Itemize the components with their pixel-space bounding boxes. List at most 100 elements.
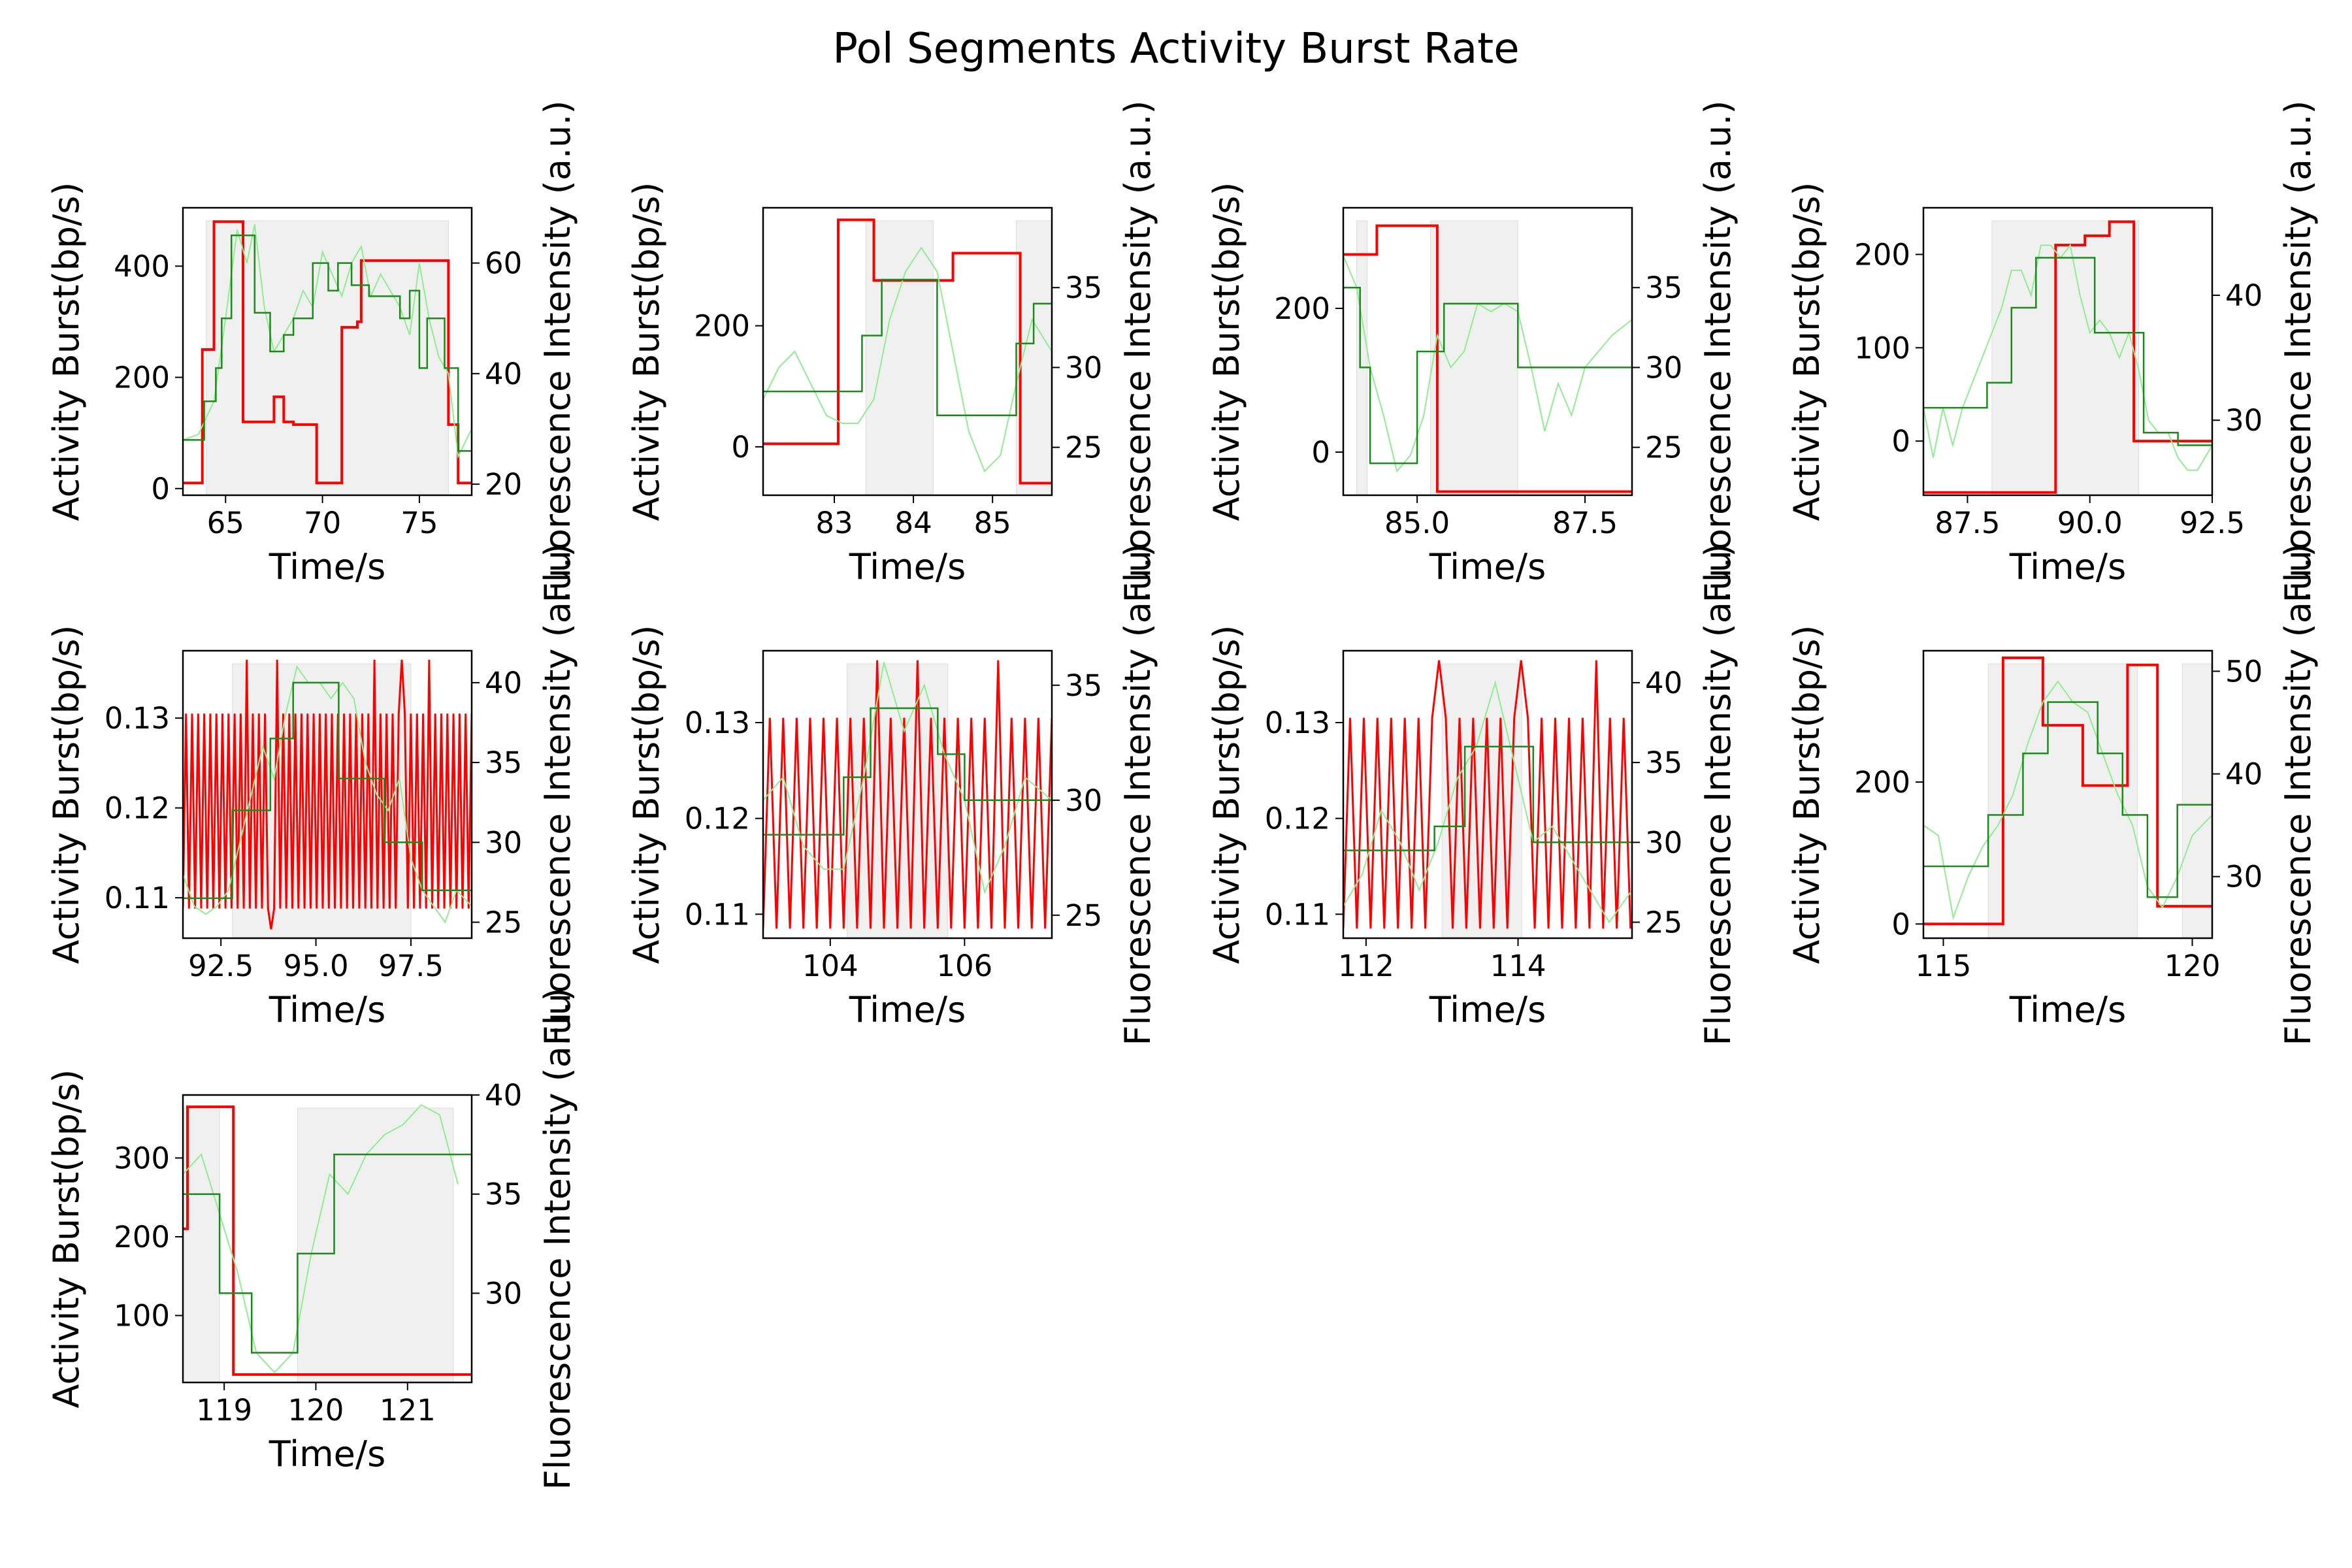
burst-line (183, 1105, 472, 1376)
axes-frame (1922, 649, 2213, 939)
y2-tick-label: 40 (485, 1078, 522, 1113)
y-axis-label: Activity Burst(bp/s) (1786, 182, 1827, 521)
y2-tick-label: 25 (1645, 431, 1682, 465)
y2-axis-label: Fluorescence Intensity (a.u.) (2278, 101, 2319, 603)
y2-tick-label: 25 (485, 906, 522, 940)
burst-line (1343, 660, 1632, 929)
x-tick-label: 84 (894, 506, 932, 540)
x-tick-label: 104 (802, 949, 858, 983)
plot-area (1343, 220, 1632, 495)
figure-title: Pol Segments Activity Burst Rate (832, 25, 1519, 73)
plot-area (763, 218, 1052, 495)
y-axis-label: Activity Burst(bp/s) (1206, 182, 1247, 521)
shaded-region (206, 220, 449, 495)
y2-axis-label: Fluorescence Intensity (a.u.) (1117, 101, 1158, 603)
y-tick-label: 0.11 (685, 897, 750, 932)
burst-line (763, 660, 1052, 929)
y-tick-label: 0.12 (105, 791, 170, 826)
y2-axis-label: Fluorescence Intensity (a.u.) (537, 544, 578, 1046)
subplot-3: 85.0 87.5 0 200 25 30 35 Time/s Activity Burst(b… (1206, 101, 1739, 603)
axes-frame (182, 206, 473, 497)
x-tick-label: 119 (196, 1393, 252, 1428)
y2-tick-label: 25 (1065, 431, 1102, 465)
y-tick-label: 200 (694, 309, 750, 344)
shaded-region (1987, 663, 2138, 938)
y2-tick-label: 60 (485, 246, 522, 281)
plot-area (183, 220, 472, 495)
fluorescence-raw-line (1343, 680, 1632, 924)
burst-line (1343, 224, 1632, 493)
y-axis-label: Activity Burst(bp/s) (46, 1070, 87, 1409)
fluorescence-raw-line (1343, 255, 1632, 473)
y2-tick-label: 30 (1065, 783, 1102, 818)
y-tick-label: 0.13 (1265, 706, 1330, 740)
y-tick-label: 0 (151, 472, 170, 506)
y-tick-label: 0.13 (105, 701, 170, 736)
x-axis-label: Time/s (1429, 546, 1546, 587)
x-axis-label: Time/s (1429, 989, 1546, 1030)
x-axis-label: Time/s (849, 989, 966, 1030)
y-tick-label: 300 (114, 1141, 170, 1175)
fluorescence-raw-line (183, 224, 472, 459)
y-tick-label: 200 (1854, 237, 1910, 272)
fluorescence-step-line (1923, 257, 2212, 446)
x-tick-label: 83 (815, 506, 853, 540)
y-axis-label: Activity Burst(bp/s) (46, 625, 87, 964)
plot-area (183, 1103, 472, 1382)
shaded-region (297, 1107, 454, 1382)
burst-line (1923, 220, 2212, 494)
fluorescence-step-line (763, 278, 1052, 417)
shaded-region (2181, 663, 2212, 938)
axes-frame (1342, 649, 1633, 939)
fluorescence-raw-line (183, 1103, 459, 1374)
x-tick-label: 120 (2164, 949, 2221, 983)
fluorescence-raw-line (183, 665, 472, 924)
y-tick-label: 0 (1891, 424, 1910, 459)
y2-tick-label: 30 (485, 1276, 522, 1311)
shaded-region (1430, 220, 1518, 495)
y2-tick-label: 25 (1645, 906, 1682, 940)
y2-tick-label: 50 (2225, 654, 2262, 689)
y2-tick-label: 30 (2225, 403, 2262, 438)
y2-tick-label: 30 (1645, 350, 1682, 385)
subplot-8: 115 120 0 200 30 40 50 Time/s Activity Burst(bp/… (1786, 544, 2319, 1046)
y-tick-label: 0.12 (1265, 802, 1330, 836)
y2-axis-label: Fluorescence Intensity (a.u.) (2278, 544, 2319, 1046)
fluorescence-raw-line (1923, 680, 2212, 921)
y2-tick-label: 30 (1645, 825, 1682, 860)
axes-frame (182, 649, 473, 939)
y-tick-label: 0 (1311, 435, 1330, 470)
subplot-7: 112 114 0.11 0.12 0.13 25 30 35 40 Time/s Activity… (1206, 544, 1739, 1046)
plot-area (1923, 220, 2212, 495)
burst-line (183, 659, 472, 930)
subplot-2: 83 84 85 0 200 25 30 35 Time/s Activity Burst(bp/… (626, 101, 1158, 603)
fluorescence-step-line (183, 681, 472, 900)
y-tick-label: 0.13 (685, 706, 750, 740)
y2-tick-label: 40 (2225, 278, 2262, 313)
subplot-5: 92.5 95.0 97.5 0.11 0.12 0.13 25 30 35 40 Time/s Ac… (46, 544, 578, 1046)
y-axis-label: Activity Burst(bp/s) (46, 182, 87, 521)
x-tick-label: 92.5 (188, 949, 253, 983)
x-tick-label: 75 (400, 506, 438, 540)
fluorescence-step-line (1343, 745, 1632, 851)
fluorescence-raw-line (763, 246, 1052, 473)
shaded-region (865, 220, 934, 495)
y-axis-label: Activity Burst(bp/s) (1786, 625, 1827, 964)
x-axis-label: Time/s (2009, 546, 2126, 587)
y-tick-label: 100 (114, 1299, 170, 1333)
y-axis-label: Activity Burst(bp/s) (626, 182, 667, 521)
y-tick-label: 200 (1854, 765, 1910, 800)
y2-tick-label: 35 (1645, 270, 1682, 305)
x-axis-label: Time/s (269, 989, 385, 1030)
plot-area (763, 660, 1052, 938)
fluorescence-step-line (1343, 286, 1632, 465)
burst-line (1923, 656, 2212, 926)
axes-frame (1342, 206, 1633, 497)
x-tick-label: 121 (380, 1393, 436, 1428)
plot-area (183, 659, 472, 938)
burst-line (183, 220, 472, 485)
x-tick-label: 87.5 (1935, 506, 2000, 540)
x-tick-label: 90.0 (2057, 506, 2123, 540)
axes-frame (182, 1094, 473, 1384)
